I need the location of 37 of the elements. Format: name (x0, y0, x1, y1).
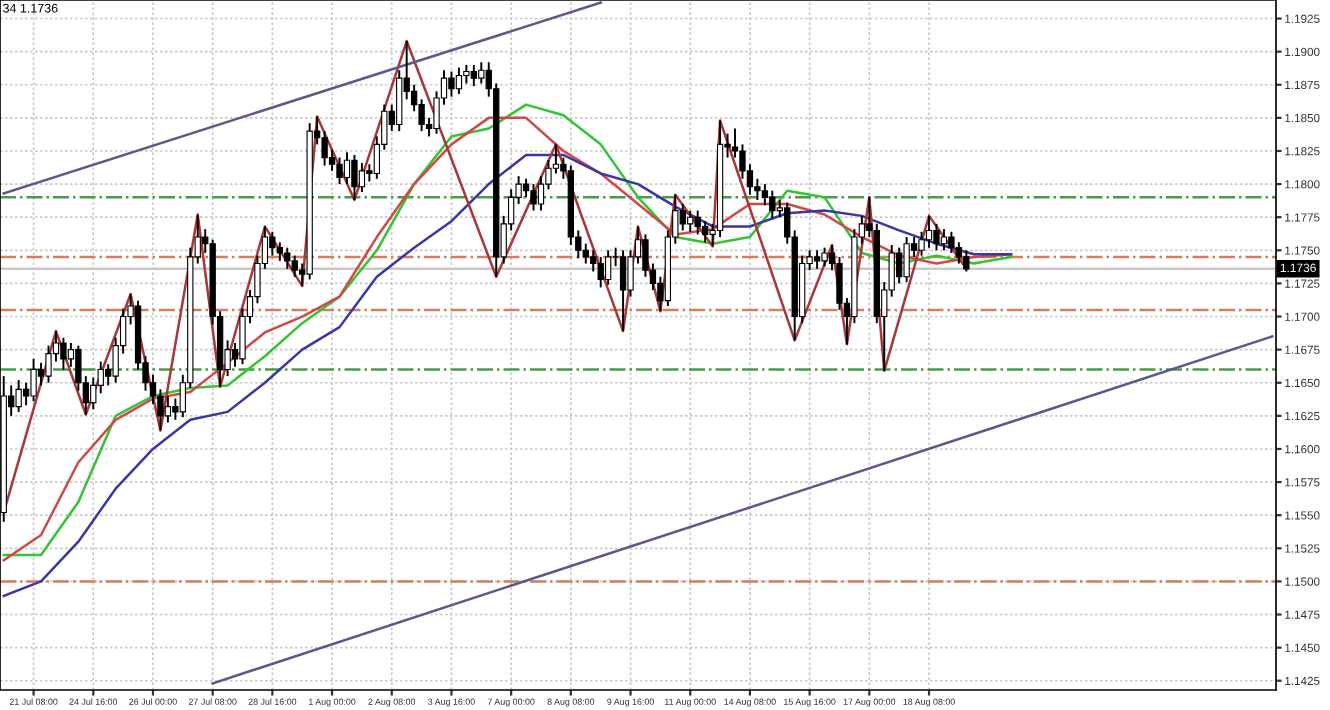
candlestick (821, 246, 828, 268)
candlestick (769, 189, 776, 220)
candlestick (478, 61, 485, 85)
candlestick (955, 241, 963, 265)
candlestick (590, 249, 597, 273)
candlestick (813, 249, 821, 270)
candlestick (351, 153, 358, 201)
candlestick (336, 156, 343, 186)
candlestick (269, 230, 276, 257)
candlestick (694, 209, 701, 236)
candlestick (597, 255, 604, 289)
candlestick (963, 249, 970, 273)
candlestick (530, 183, 537, 212)
candlestick (60, 336, 67, 371)
candlestick (396, 69, 403, 133)
candlestick (522, 177, 530, 199)
candlestick (455, 66, 463, 95)
candlestick (358, 161, 366, 193)
candlestick (940, 228, 948, 252)
candlestick (343, 151, 351, 186)
candlestick (679, 202, 686, 232)
candlestick (896, 246, 903, 285)
line-series (2, 153, 1013, 598)
candlestick (925, 214, 933, 249)
candlestick (933, 222, 940, 252)
candlestick (284, 246, 291, 270)
candlestick (30, 357, 37, 403)
candlestick (582, 242, 589, 265)
candlestick (604, 249, 612, 286)
candlestick (470, 63, 478, 88)
candlestick (903, 236, 910, 284)
candlestick (619, 249, 627, 333)
candlestick (291, 254, 298, 278)
candlestick (448, 70, 455, 98)
candlestick (276, 241, 283, 262)
candlestick (15, 379, 22, 413)
candlestick (164, 395, 172, 424)
